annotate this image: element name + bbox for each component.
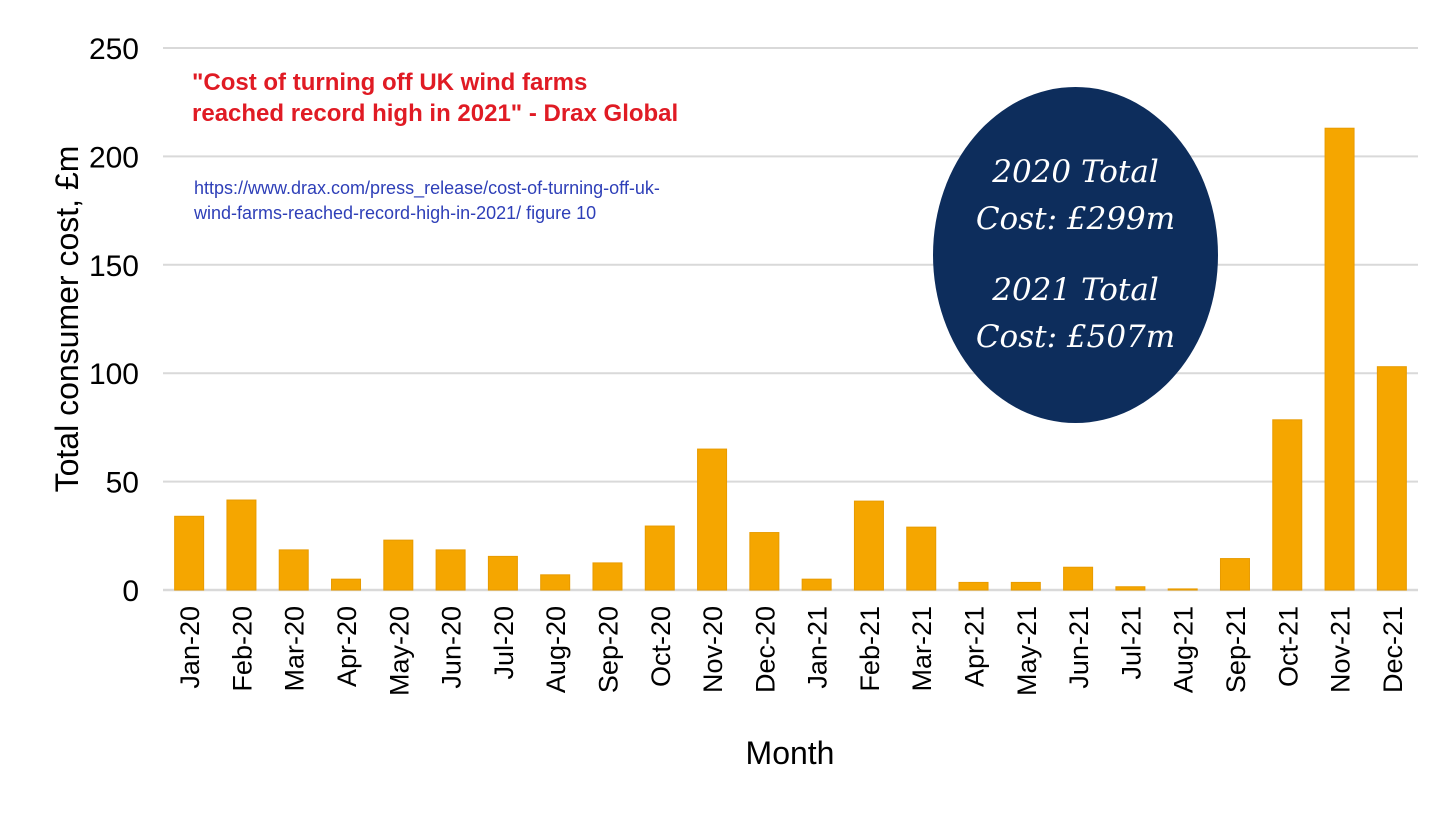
- x-tick-label: Apr-21: [960, 606, 990, 687]
- bar-feb-20: [226, 499, 257, 591]
- x-tick-label: Jan-21: [803, 606, 833, 689]
- bar-aug-21: [1167, 588, 1198, 591]
- x-tick-label: Jan-20: [175, 606, 205, 689]
- x-tick-label: Apr-20: [332, 606, 362, 687]
- source-citation: https://www.drax.com/press_release/cost-…: [194, 176, 660, 226]
- bars: [174, 127, 1407, 591]
- bar-oct-20: [644, 525, 675, 591]
- y-tick-label: 200: [89, 141, 139, 174]
- x-tick-label: Dec-21: [1378, 606, 1408, 693]
- bar-feb-21: [853, 500, 884, 591]
- bar-dec-20: [749, 532, 780, 591]
- x-tick-label: Feb-21: [855, 606, 885, 692]
- bar-jul-20: [487, 555, 518, 591]
- headline-line-1: "Cost of turning off UK wind farms: [192, 69, 588, 96]
- source-line-2: wind-farms-reached-record-high-in-2021/ …: [194, 203, 597, 223]
- bar-sep-21: [1219, 558, 1250, 591]
- gridlines: [163, 47, 1418, 592]
- x-tick-label: Sep-21: [1221, 606, 1251, 693]
- bar-jul-21: [1115, 586, 1146, 591]
- x-tick-label: May-20: [384, 606, 414, 696]
- bar-oct-21: [1272, 419, 1303, 591]
- x-tick-label: Nov-21: [1326, 606, 1356, 693]
- x-axis-ticks: Jan-20 Feb-20 Mar-20 Apr-20 May-20 Jun-20 Jul-…: [175, 606, 1408, 696]
- y-axis-label: Total consumer cost, £m: [49, 146, 85, 493]
- bubble-2021-line-1: 2021 Total: [992, 272, 1159, 308]
- x-tick-label: Jul-20: [489, 606, 519, 680]
- bar-may-21: [1010, 581, 1041, 591]
- x-tick-label: Oct-20: [646, 606, 676, 687]
- bar-sep-20: [592, 562, 623, 591]
- bar-jan-20: [174, 515, 205, 591]
- bar-aug-20: [540, 574, 571, 591]
- x-tick-label: Mar-21: [907, 606, 937, 692]
- y-tick-label: 0: [122, 575, 139, 608]
- bar-jun-20: [435, 549, 466, 591]
- bar-apr-20: [331, 578, 362, 591]
- x-tick-label: Jul-21: [1116, 606, 1146, 680]
- headline-line-2: reached record high in 2021" - Drax Glob…: [192, 100, 679, 127]
- x-tick-label: Aug-20: [541, 606, 571, 693]
- x-tick-label: Sep-20: [593, 606, 623, 693]
- bubble-2020-line-1: 2020 Total: [992, 154, 1159, 190]
- y-axis-ticks: 0 50 100 150 200 250: [89, 33, 139, 608]
- y-tick-label: 100: [89, 358, 139, 391]
- x-tick-label: Mar-20: [280, 606, 310, 692]
- bar-nov-21: [1324, 127, 1355, 591]
- bar-may-20: [383, 539, 414, 591]
- y-tick-label: 150: [89, 250, 139, 283]
- bar-mar-20: [278, 549, 309, 591]
- x-tick-label: Aug-21: [1169, 606, 1199, 693]
- x-tick-label: Jun-20: [437, 606, 467, 689]
- source-line-1: https://www.drax.com/press_release/cost-…: [194, 178, 660, 198]
- bubble-2021-line-2: Cost: £507m: [975, 319, 1176, 355]
- bar-apr-21: [958, 581, 989, 591]
- bar-dec-21: [1376, 366, 1407, 591]
- x-tick-label: Feb-20: [227, 606, 257, 692]
- bubble-2020-line-2: Cost: £299m: [975, 201, 1176, 237]
- x-axis-label: Month: [746, 735, 835, 771]
- x-tick-label: Nov-20: [698, 606, 728, 693]
- bar-jan-21: [801, 578, 832, 591]
- x-tick-label: Dec-20: [750, 606, 780, 693]
- total-cost-bubble: 2020 Total Cost: £299m 2021 Total Cost: …: [933, 87, 1218, 423]
- bar-nov-20: [697, 448, 728, 591]
- x-tick-label: May-21: [1012, 606, 1042, 696]
- y-tick-label: 250: [89, 33, 139, 66]
- x-tick-label: Oct-21: [1273, 606, 1303, 687]
- y-tick-label: 50: [106, 467, 139, 500]
- bar-jun-21: [1063, 566, 1094, 591]
- x-tick-label: Jun-21: [1064, 606, 1094, 689]
- headline-annotation: "Cost of turning off UK wind farms reach…: [192, 67, 678, 129]
- bar-mar-21: [906, 526, 937, 591]
